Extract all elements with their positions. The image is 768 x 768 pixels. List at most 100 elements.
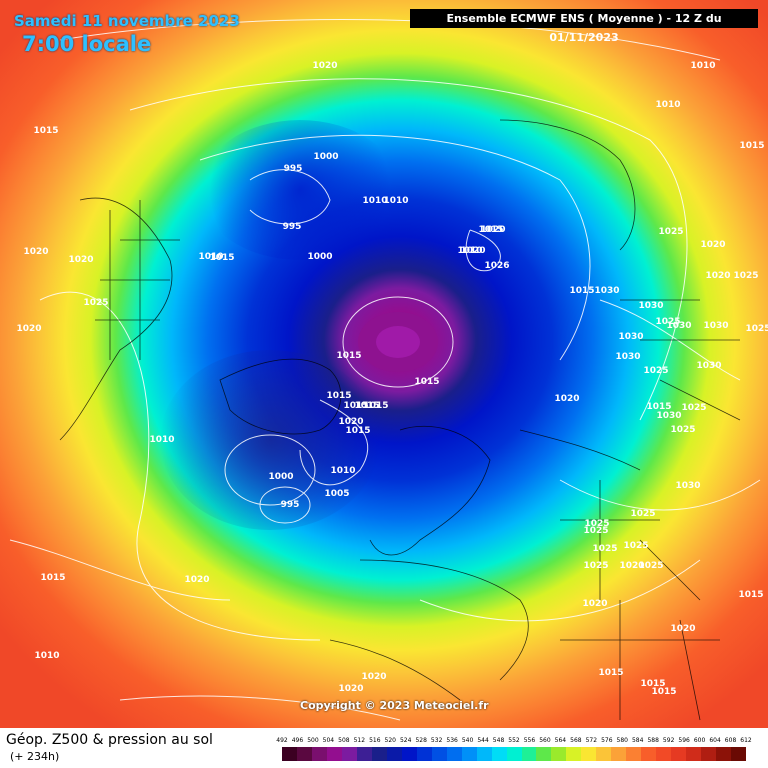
- isobar-label: 995: [281, 500, 300, 510]
- isobar-label: 1030: [638, 301, 663, 311]
- isobar-label: 1025: [83, 298, 108, 308]
- isobar: [299, 399, 369, 486]
- scale-tick-label: 496: [291, 737, 304, 744]
- isobar-label: 995: [283, 222, 302, 232]
- scale-tick-label: 504: [322, 737, 335, 744]
- isobar-label: 1020: [460, 246, 485, 256]
- scale-tick-label: 596: [678, 737, 690, 744]
- isobar-label: 1005: [324, 489, 349, 499]
- isobar-label: 1030: [618, 332, 643, 342]
- color-swatch: [701, 747, 717, 761]
- isobar-label-layer: 1020 101010151010101599510001010101099510…: [16, 61, 768, 697]
- scale-tick-label: 520: [384, 737, 396, 744]
- isobar-label: 1010: [383, 196, 408, 206]
- color-swatch: [341, 747, 357, 761]
- color-swatch: [506, 747, 522, 761]
- isobar-label: 1020: [705, 271, 730, 281]
- isobar-label: 1025: [658, 227, 683, 237]
- coastline-scandinavia: [369, 425, 491, 556]
- color-swatch: [686, 747, 702, 761]
- coastline-greenland: [219, 358, 342, 435]
- isobar-label: 1020: [23, 247, 48, 257]
- forecast-date: Samedi 11 novembre 2023: [14, 12, 240, 30]
- scale-tick-label: 536: [446, 737, 458, 744]
- isobar-label: 1015: [739, 141, 764, 151]
- isobar-label: 1020: [16, 324, 41, 334]
- color-swatch: [626, 747, 642, 761]
- scale-tick-label: 580: [616, 737, 628, 744]
- isobar-label: 1025: [655, 317, 680, 327]
- isobar-label: 1025: [623, 541, 648, 551]
- scale-tick-label: 540: [461, 737, 474, 744]
- scale-tick-label: 500: [307, 737, 319, 744]
- scale-tick-label: 532: [430, 737, 443, 744]
- isobar-label: 1015: [478, 225, 503, 235]
- isobar-label: 1025: [745, 324, 768, 334]
- color-swatch: [326, 747, 342, 761]
- isobar-label: 1015: [33, 126, 58, 136]
- isobar-label: 1020: [184, 575, 209, 585]
- color-swatch: [311, 747, 327, 761]
- isobar-label: 1020: [554, 394, 579, 404]
- isobar-label: 1015: [651, 687, 676, 697]
- color-swatch: [611, 747, 627, 761]
- isobar-label: 1030: [703, 321, 728, 331]
- color-scale-labels: 492 496 500 504 508 512 516 520 524 528 532 536 540 5…: [276, 737, 751, 746]
- isobar-label: 1025: [638, 561, 663, 571]
- isobar-label: 1025: [583, 561, 608, 571]
- color-scale-bar: [282, 747, 747, 761]
- color-swatch: [566, 747, 582, 761]
- polar-vortex-center: [376, 326, 420, 358]
- scale-tick-label: 588: [647, 737, 659, 744]
- isobar: [199, 134, 591, 361]
- scale-tick-label: 512: [353, 737, 366, 744]
- isobar: [224, 434, 316, 506]
- isobar-label: 1010: [655, 100, 680, 110]
- color-swatch: [641, 747, 657, 761]
- color-swatch: [416, 747, 432, 761]
- coastline-siberia: [499, 119, 636, 251]
- scale-tick-label: 584: [631, 737, 644, 744]
- isobar-label: 1010: [149, 435, 174, 445]
- scale-tick-label: 592: [662, 737, 675, 744]
- forecast-lead-time: (+ 234h): [10, 750, 60, 763]
- scale-tick-label: 508: [338, 737, 350, 744]
- scale-tick-label: 492: [276, 737, 288, 744]
- isobar: [559, 479, 761, 511]
- isobar-label: 1025: [643, 366, 668, 376]
- isobar-label: 1020: [338, 417, 363, 427]
- isobar-label: 1010: [457, 246, 482, 256]
- isobar-label: 1025: [630, 509, 655, 519]
- forecast-time: 7:00 locale: [22, 32, 152, 56]
- color-swatch: [461, 747, 477, 761]
- isobar-label: 1026: [484, 261, 509, 271]
- isobar: [465, 229, 501, 272]
- coastlines: [59, 119, 741, 721]
- isobar-label: 1025: [583, 526, 608, 536]
- color-swatch: [716, 747, 732, 761]
- scale-tick-label: 600: [693, 737, 706, 744]
- isobar-label: 1025: [592, 544, 617, 554]
- isobar-label: 1020: [619, 561, 644, 571]
- scale-tick-label: 604: [709, 737, 721, 744]
- isobar-label: 1000: [313, 152, 338, 162]
- isobar-lines: [9, 19, 761, 721]
- isobar-label: 1025: [584, 519, 609, 529]
- isobar-label: 1030: [656, 411, 681, 421]
- scale-tick-label: 556: [523, 737, 536, 744]
- scale-tick-label: 528: [415, 737, 427, 744]
- color-swatch: [386, 747, 402, 761]
- scale-tick-label: 564: [554, 737, 567, 744]
- isobar-label: 1015: [363, 401, 388, 411]
- isobar-label: 1030: [594, 286, 619, 296]
- scale-tick-label: 548: [492, 737, 505, 744]
- scale-tick-label: 544: [477, 737, 489, 744]
- scale-tick-label: 524: [399, 737, 412, 744]
- color-swatch: [476, 747, 492, 761]
- scale-tick-label: 572: [585, 737, 598, 744]
- color-swatch: [596, 747, 612, 761]
- isobar: [259, 486, 311, 524]
- isobar-label: 1015: [414, 377, 439, 387]
- isobar-label: 1015: [646, 402, 671, 412]
- isobar-label: 1020: [480, 225, 505, 235]
